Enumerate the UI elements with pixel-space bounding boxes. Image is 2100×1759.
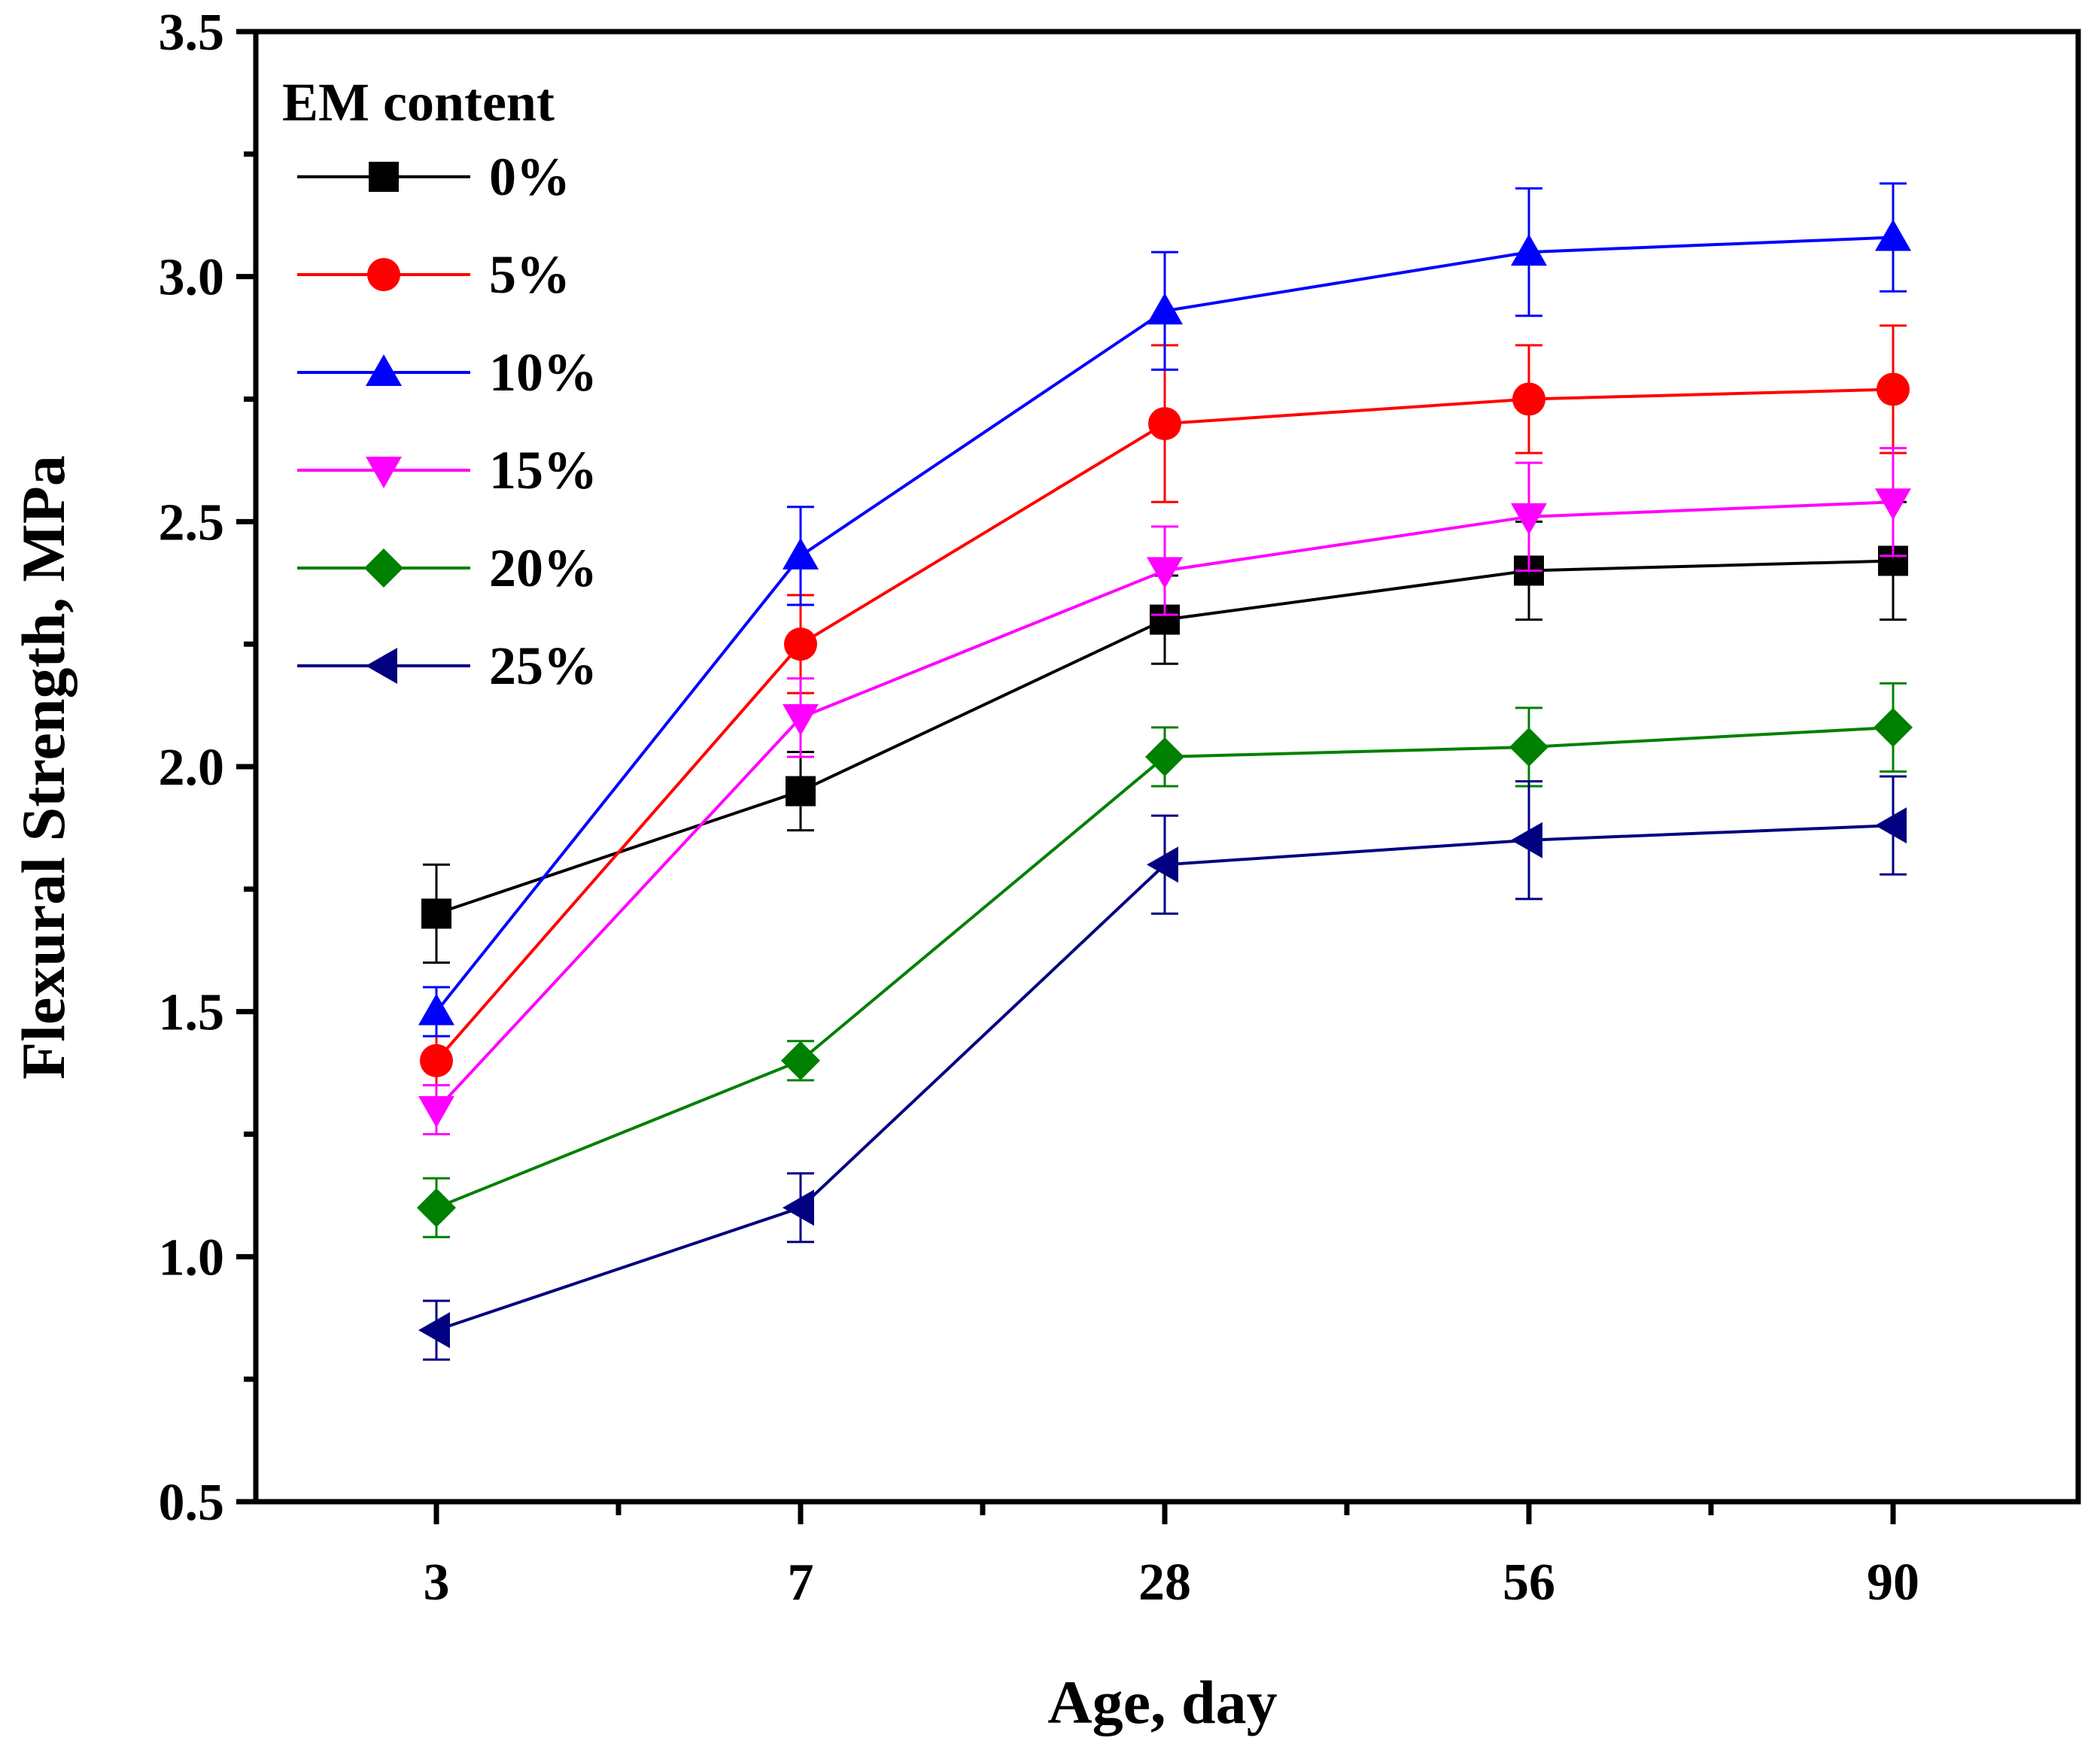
x-axis-title: Age, day — [1047, 1668, 1277, 1736]
legend-label: 10% — [489, 342, 597, 403]
data-point — [421, 898, 451, 929]
legend-item: 25% — [297, 636, 597, 696]
axes: 0.5 1.0 1.5 2.0 2.5 3.0 3.5 3 7 28 56 90 — [159, 4, 2081, 1612]
series-layer — [417, 182, 1913, 1361]
legend-items: 0% 5% 10% 15% 20% 25% — [297, 147, 597, 696]
x-tick-label: 90 — [1867, 1554, 1919, 1612]
series-20% — [417, 682, 1913, 1238]
legend-title: EM content — [282, 72, 555, 132]
y-tick-label: 3.5 — [159, 4, 225, 62]
data-point — [1875, 807, 1907, 844]
data-point — [418, 993, 454, 1025]
data-point — [1511, 822, 1542, 858]
legend-marker — [366, 648, 397, 684]
x-tick-label: 56 — [1503, 1554, 1555, 1612]
x-tick-label: 3 — [424, 1554, 450, 1612]
data-point — [1509, 727, 1548, 767]
x-tick-label: 28 — [1138, 1554, 1191, 1612]
data-point — [1875, 488, 1911, 521]
legend-marker — [369, 162, 399, 192]
data-point — [417, 1188, 456, 1228]
series-0% — [421, 500, 1908, 965]
data-point — [1147, 293, 1183, 325]
data-point — [1512, 382, 1545, 416]
data-point — [781, 1041, 820, 1080]
y-axis-title: Flexural Strength, MPa — [9, 455, 77, 1080]
legend-item: 5% — [297, 245, 570, 305]
legend-marker — [367, 258, 400, 291]
y-tick-label: 1.0 — [159, 1229, 225, 1287]
data-point — [1511, 503, 1547, 535]
legend-label: 5% — [489, 245, 570, 305]
legend-marker — [366, 457, 402, 488]
data-point — [1147, 846, 1178, 883]
data-point — [786, 776, 816, 807]
series-15% — [418, 447, 1911, 1135]
data-point — [1877, 372, 1910, 406]
data-point — [1511, 234, 1547, 266]
legend-item: 20% — [297, 538, 597, 598]
y-tick-label: 0.5 — [159, 1474, 225, 1532]
data-point — [418, 1095, 454, 1128]
data-point — [420, 1044, 453, 1077]
y-tick-label: 3.0 — [159, 249, 225, 307]
data-point — [1875, 219, 1911, 251]
data-point — [1147, 557, 1183, 589]
legend: EM content 0% 5% 10% 15% 20% 25% — [282, 72, 597, 696]
legend-item: 10% — [297, 342, 597, 403]
legend-label: 25% — [489, 636, 597, 696]
legend-label: 0% — [489, 147, 570, 207]
series-10% — [418, 182, 1911, 1037]
data-point — [1874, 707, 1913, 747]
data-point — [1145, 737, 1184, 776]
legend-item: 15% — [297, 440, 597, 500]
data-point — [783, 703, 819, 736]
y-tick-label: 1.5 — [159, 984, 225, 1042]
legend-label: 20% — [489, 538, 597, 598]
x-tick-label: 7 — [788, 1554, 814, 1612]
series-5% — [420, 324, 1910, 1101]
data-point — [418, 1312, 450, 1349]
legend-item: 0% — [297, 147, 570, 207]
data-point — [783, 537, 819, 570]
legend-marker — [364, 548, 403, 588]
data-point — [784, 627, 817, 661]
legend-label: 15% — [489, 440, 597, 500]
legend-marker — [366, 354, 402, 386]
y-tick-label: 2.5 — [159, 494, 225, 551]
data-point — [783, 1189, 814, 1226]
y-tick-label: 2.0 — [159, 739, 225, 797]
series-25% — [418, 775, 1907, 1361]
data-point — [1148, 407, 1181, 441]
